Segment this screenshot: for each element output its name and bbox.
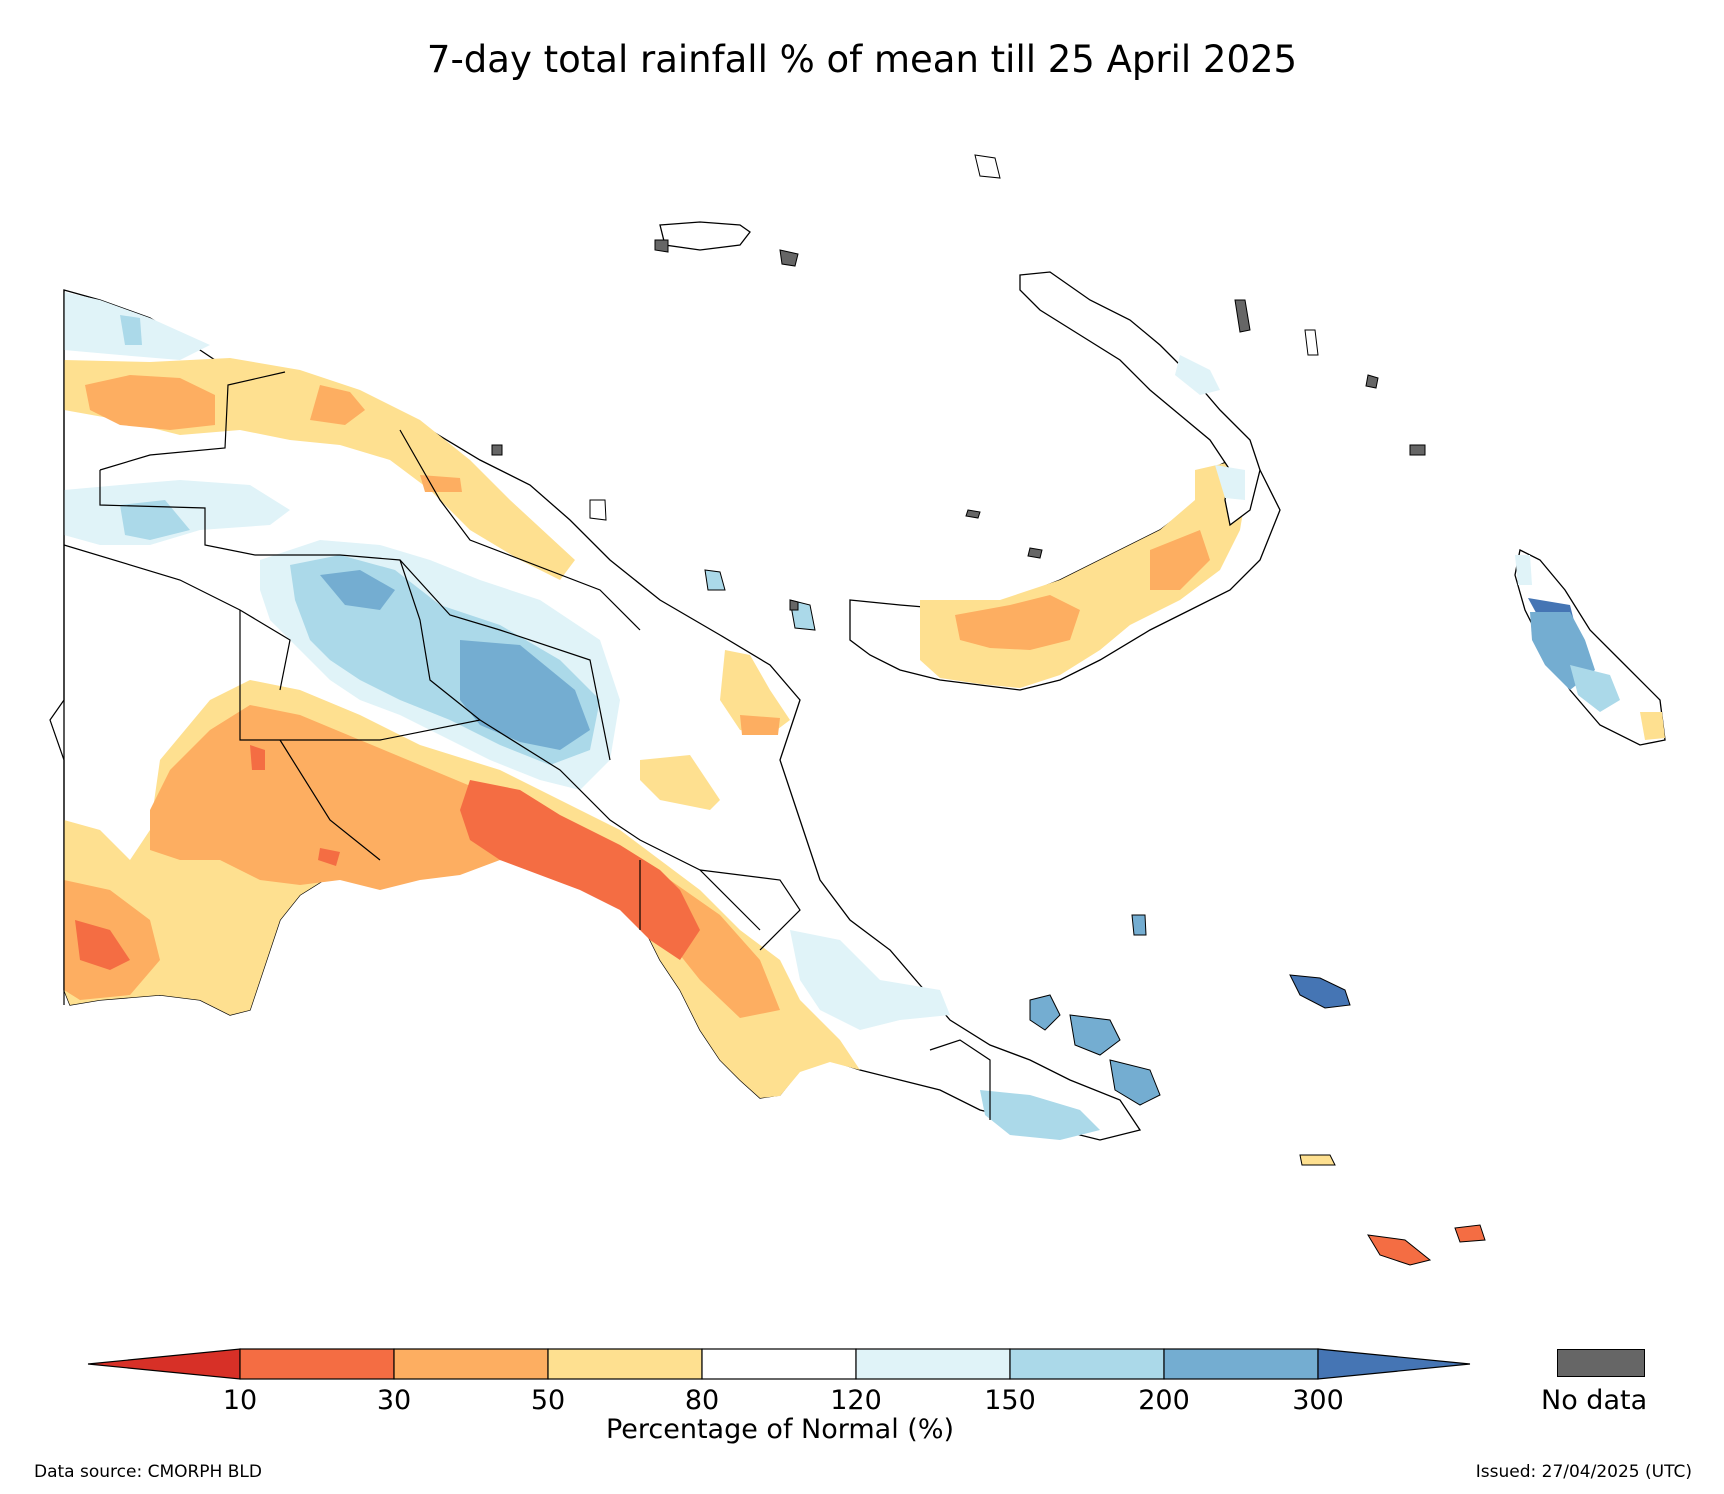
zone-50-80 [640,755,720,810]
manus-island [654,221,799,267]
island-outline [974,154,1001,179]
manus-land [659,221,751,251]
small-islands [491,154,1426,631]
border-line [929,1039,991,1120]
border-line [399,429,641,631]
zone-10-30 [75,920,130,970]
no-data-swatch [1557,1349,1645,1377]
border-international [49,290,65,1005]
zone-120-150 [1215,465,1245,500]
map-title: 7-day total rainfall % of mean till 25 A… [426,38,1298,81]
colorbar-segment-50-80 [547,1348,703,1380]
zone-30-50 [955,595,1080,650]
zone-30-50 [740,715,780,735]
zone-120-150 [1175,355,1220,395]
colorbar-segment-10-30 [239,1348,395,1380]
issued-date: Issued: 27/04/2025 (UTC) [1475,1462,1692,1482]
colorbar-segment-80-120 [701,1348,857,1380]
zone-150-200 [980,1090,1100,1140]
zone-200-300 [1109,1059,1161,1106]
zone-150-200 [120,500,190,540]
zone-30-50 [420,475,462,492]
colorbar-segment-below-10 [87,1348,241,1380]
no-data-island [1027,547,1043,559]
zone-150-200 [1570,665,1620,712]
colorbar-tick: 10 [222,1385,258,1416]
colorbar-segment-200-300 [1163,1348,1319,1380]
border-line [279,739,381,861]
data-source: Data source: CMORPH BLD [34,1462,262,1482]
colorbar-tick: 200 [1138,1385,1190,1416]
new-britain [849,459,1281,691]
zone-300-plus [1289,974,1351,1009]
zone-10-30 [318,848,340,866]
new-ireland-land [1019,271,1261,527]
no-data-island [789,599,799,611]
colorbar-segment-30-50 [393,1348,549,1380]
zone-200-300 [320,570,395,610]
no-data-island [779,249,799,267]
new-ireland [1019,271,1261,527]
colorbar-tick: 120 [830,1385,882,1416]
colorbar-tick: 150 [984,1385,1036,1416]
zone-120-150 [1515,555,1532,585]
colorbar-segment-above-300 [1317,1348,1471,1380]
zone-50-80 [720,650,790,735]
border-line [99,470,611,761]
zone-30-50 [1150,530,1210,590]
no-data-island [1409,444,1426,456]
colorbar-tick: 80 [684,1385,720,1416]
bougainville-land [1514,549,1666,746]
zone-120-150 [64,480,290,545]
bougainville [1514,549,1666,746]
colorbar-label: Percentage of Normal (%) [605,1414,955,1445]
province-borders [49,290,991,1120]
zone-50-80 [1299,1154,1336,1166]
colorbar-segment-150-200 [1009,1348,1165,1380]
border-line [399,559,481,721]
zone-200-300 [460,640,590,750]
island-light-blue [704,569,726,591]
border-line [239,610,761,931]
zone-10-30 [1454,1224,1486,1243]
zone-30-50 [310,385,365,425]
zone-30-50 [85,375,215,430]
colorbar-tick: 50 [530,1385,566,1416]
island-outline [1304,329,1319,356]
zone-150-200 [120,315,142,345]
border-line [99,371,286,471]
colorbar-tick: 300 [1292,1385,1344,1416]
no-data-label: No data [1541,1385,1648,1416]
zone-50-80 [1640,712,1665,740]
zone-120-150 [790,930,950,1030]
zone-200-300 [1131,914,1147,936]
zone-200-300 [1029,994,1061,1031]
border-line [699,869,801,951]
zone-10-30 [250,745,265,770]
no-data-island [965,509,981,519]
no-data-island [1365,374,1379,389]
no-data-island [654,239,669,253]
milne-bay-islands [1029,914,1486,1266]
no-data-island [491,444,503,456]
no-data-island [1234,299,1251,333]
colorbar-tick: 30 [376,1385,412,1416]
island-outline [589,499,607,521]
zone-200-300 [1069,1014,1121,1056]
zone-10-30 [1367,1234,1432,1266]
colorbar-segment-120-150 [855,1348,1011,1380]
